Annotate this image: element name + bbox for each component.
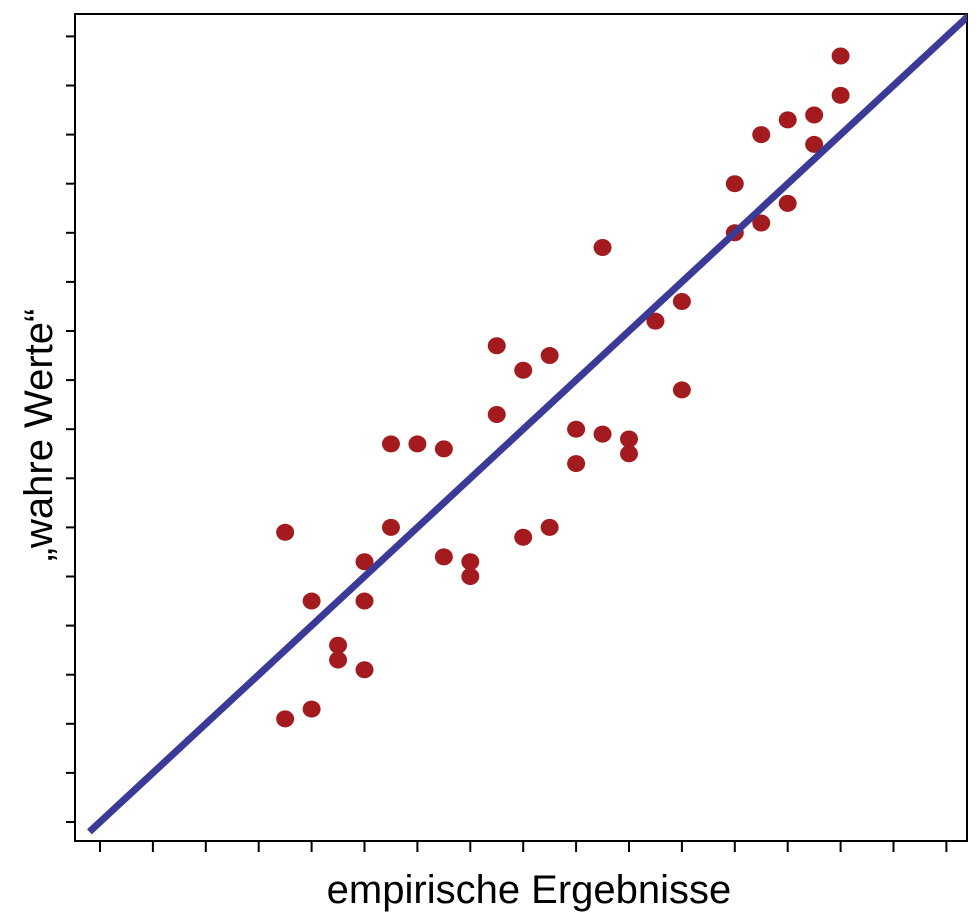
data-point bbox=[381, 518, 400, 536]
data-point bbox=[487, 405, 506, 423]
data-point bbox=[540, 347, 559, 365]
data-point bbox=[567, 455, 586, 473]
data-point bbox=[620, 430, 638, 448]
data-point bbox=[329, 651, 348, 669]
data-point bbox=[725, 175, 744, 193]
data-point bbox=[620, 445, 638, 463]
data-point bbox=[593, 239, 612, 257]
data-point bbox=[276, 523, 295, 541]
data-point bbox=[434, 548, 453, 566]
data-point bbox=[434, 440, 453, 458]
data-point bbox=[276, 710, 295, 728]
data-point bbox=[355, 592, 374, 610]
data-point bbox=[355, 553, 374, 571]
x-axis-ticks bbox=[99, 841, 948, 852]
data-point bbox=[752, 126, 771, 144]
data-point bbox=[302, 592, 321, 610]
plot-frame bbox=[74, 13, 968, 842]
reference-lines bbox=[87, 14, 967, 835]
data-point bbox=[381, 435, 400, 453]
data-point bbox=[805, 135, 824, 153]
data-point bbox=[778, 194, 797, 212]
data-point bbox=[752, 214, 771, 232]
data-point bbox=[567, 420, 586, 438]
data-point bbox=[514, 528, 533, 546]
regression-line bbox=[87, 14, 967, 835]
data-point bbox=[329, 636, 348, 654]
y-axis-label: „wahre Werte“ bbox=[17, 309, 61, 562]
data-point bbox=[672, 293, 691, 311]
y-axis-ticks bbox=[66, 35, 75, 823]
data-point bbox=[831, 86, 850, 104]
data-point bbox=[778, 111, 797, 129]
data-point bbox=[805, 106, 824, 124]
data-point bbox=[461, 553, 480, 571]
data-point bbox=[831, 47, 850, 65]
data-point bbox=[646, 312, 665, 330]
x-axis-label: empirische Ergebnisse bbox=[327, 868, 732, 912]
data-point bbox=[408, 435, 427, 453]
data-point bbox=[487, 337, 506, 355]
data-point bbox=[540, 518, 559, 536]
data-point bbox=[461, 568, 480, 585]
data-points bbox=[276, 47, 850, 728]
data-point bbox=[302, 700, 321, 718]
data-point bbox=[672, 381, 691, 399]
data-point bbox=[593, 425, 612, 443]
data-point bbox=[514, 361, 533, 379]
data-point bbox=[355, 661, 374, 679]
